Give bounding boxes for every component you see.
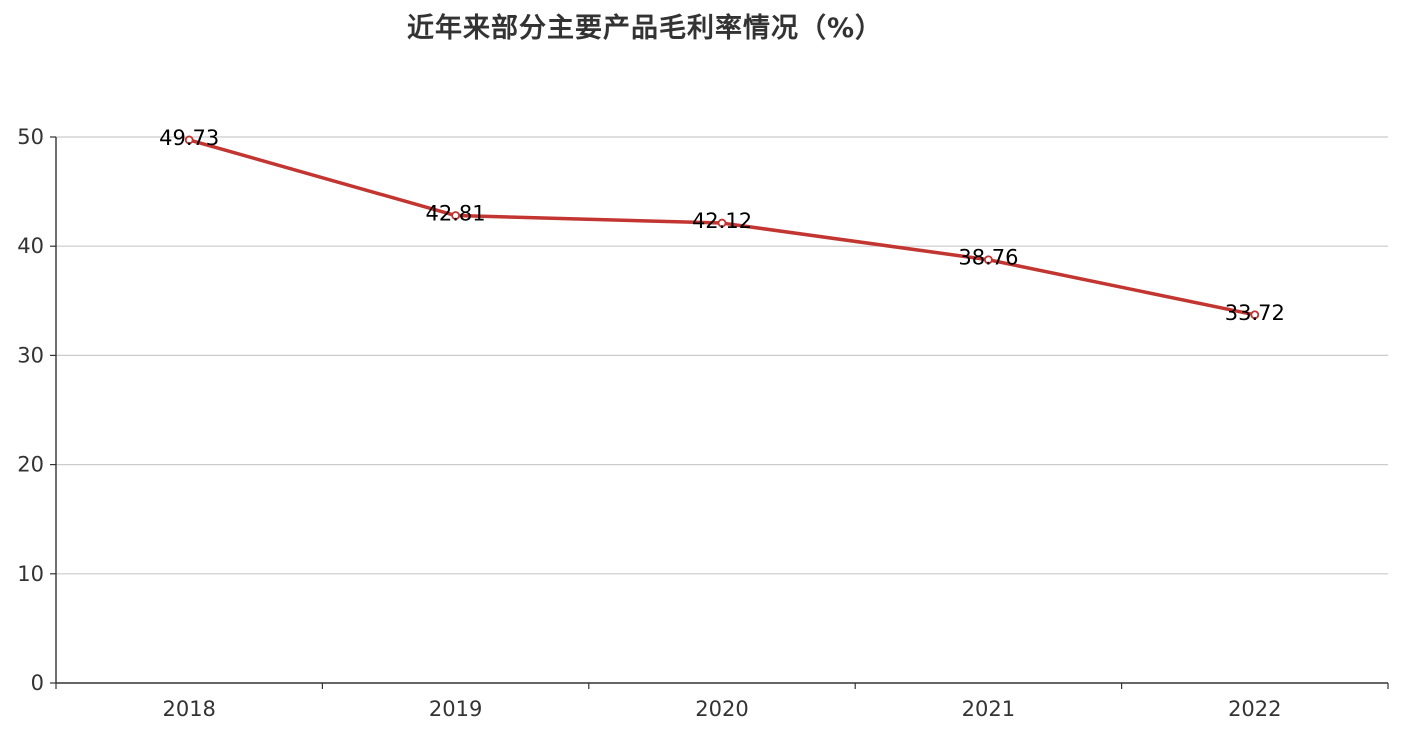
- y-tick-labels: 0 10 20 30 40 50: [17, 125, 44, 695]
- data-label: 42.12: [692, 209, 752, 233]
- series: [184, 135, 1260, 320]
- x-tick-label: 2018: [162, 697, 215, 721]
- data-label: 49.73: [159, 126, 219, 150]
- data-point: [984, 255, 993, 265]
- x-tick-labels: 2018 2019 2020 2021 2022: [162, 697, 1281, 721]
- y-tick-label: 20: [17, 453, 44, 477]
- data-label: 38.76: [958, 246, 1018, 270]
- data-point: [451, 211, 461, 220]
- y-tick-label: 10: [17, 562, 44, 586]
- data-label: 33.72: [1225, 301, 1285, 325]
- grid-lines: [56, 136, 1388, 575]
- axes: [50, 136, 1389, 689]
- y-tick-label: 30: [17, 343, 44, 367]
- x-tick-label: 2021: [962, 697, 1015, 721]
- data-point: [1250, 310, 1260, 320]
- y-tick-label: 50: [17, 125, 44, 149]
- data-point: [717, 218, 727, 228]
- chart-title: 近年来部分主要产品毛利率情况（%）: [406, 13, 884, 44]
- y-tick-label: 0: [31, 671, 44, 695]
- data-point: [184, 135, 194, 145]
- data-labels: 49.73 42.81 42.12 38.76 33.72: [159, 126, 1285, 325]
- x-tick-label: 2019: [429, 697, 482, 721]
- x-tick-label: 2022: [1228, 697, 1281, 721]
- data-label: 42.81: [426, 202, 486, 226]
- x-tick-label: 2020: [695, 697, 748, 721]
- y-tick-label: 40: [17, 234, 44, 258]
